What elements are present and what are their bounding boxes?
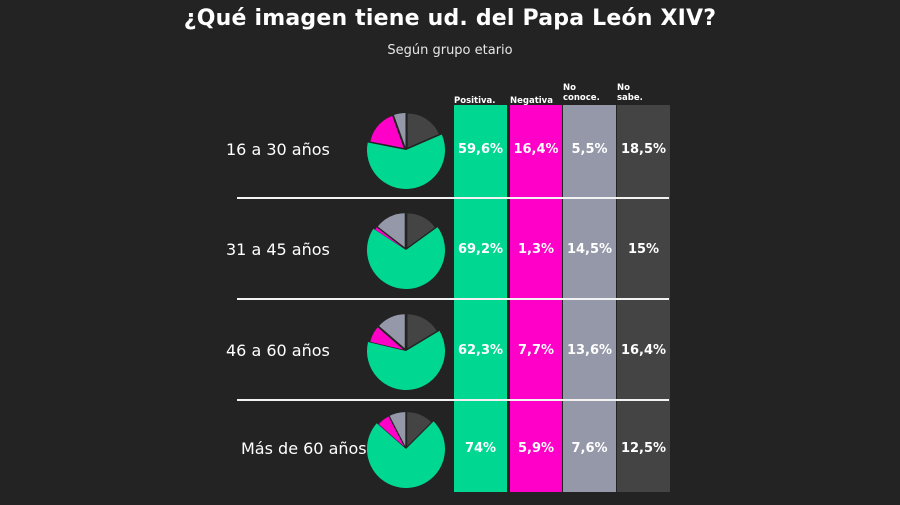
row-separator: [237, 399, 669, 401]
pie-slice-2: [375, 227, 404, 249]
value-label: 5,5%: [571, 142, 608, 157]
pie-slice-2: [378, 416, 405, 447]
value-label: 16,4%: [620, 343, 667, 358]
value-label: 1,3%: [517, 242, 555, 257]
pie-slice-4: [407, 314, 437, 349]
pie-slice-3: [393, 113, 406, 148]
row-separator: [237, 298, 669, 300]
pie-slice-1: [367, 330, 445, 391]
pie-slice-1: [367, 134, 445, 190]
value-label: 7,6%: [571, 441, 608, 456]
column-header-4: No sabe.: [617, 83, 643, 103]
value-label: 14,5%: [566, 242, 613, 257]
pie-slice-3: [377, 213, 405, 248]
column-header-2: Negativa: [510, 96, 553, 106]
value-label: 69,2%: [457, 242, 504, 257]
pie-slice-1: [367, 227, 445, 289]
pie-slice-2: [370, 116, 404, 149]
row-label: Más de 60 años: [241, 439, 367, 458]
pie-slice-1: [367, 421, 446, 488]
value-label: 18,5%: [620, 142, 667, 157]
value-label: 16,4%: [513, 142, 559, 157]
pie-slice-3: [379, 314, 405, 349]
value-label: 5,9%: [517, 441, 555, 456]
row-label: 31 a 45 años: [226, 240, 330, 259]
chart-subtitle: Según grupo etario: [387, 43, 513, 58]
value-label: 13,6%: [566, 343, 613, 358]
pie-slice-4: [407, 412, 432, 447]
pie-slice-4: [407, 213, 435, 248]
pie-slice-4: [407, 113, 439, 148]
row-label: 46 a 60 años: [226, 341, 330, 360]
chart-title: ¿Qué imagen tiene ud. del Papa León XIV?: [183, 6, 717, 31]
value-label: 59,6%: [457, 142, 504, 157]
column-header-3: No conoce.: [563, 83, 600, 103]
row-separator: [237, 197, 669, 199]
value-label: 12,5%: [620, 441, 667, 456]
value-label: 74%: [464, 441, 497, 456]
column-header-1: Positiva.: [454, 96, 496, 106]
value-label: 62,3%: [457, 343, 504, 358]
row-label: 16 a 30 años: [226, 140, 330, 159]
pie-slice-2: [370, 327, 404, 350]
pie-slice-3: [389, 412, 406, 447]
value-label: 15%: [627, 242, 660, 257]
value-label: 7,7%: [517, 343, 555, 358]
